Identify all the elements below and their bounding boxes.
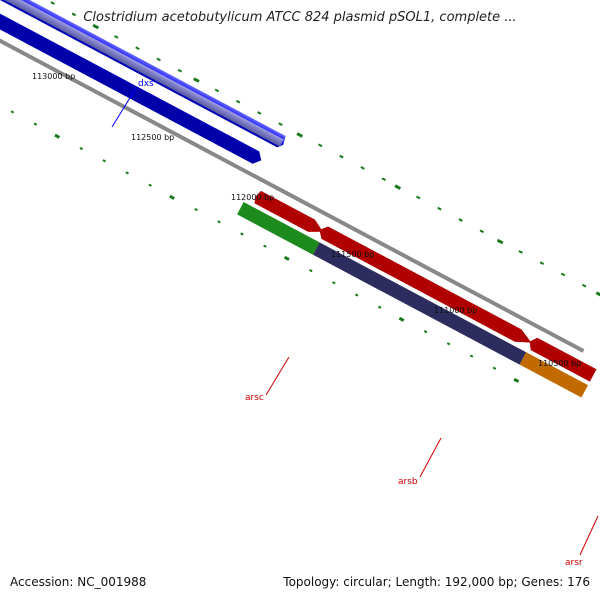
tick-mark <box>50 1 55 5</box>
green-feature-bar[interactable] <box>237 202 320 255</box>
tick-mark <box>446 342 451 346</box>
tick-mark <box>54 133 61 139</box>
tick-mark <box>318 143 323 148</box>
tick-mark <box>102 159 107 163</box>
reverse-feature-bar[interactable] <box>0 0 284 147</box>
scale-tick-label: 113000 bp <box>32 72 75 81</box>
tick-mark <box>114 35 119 39</box>
map-title: Clostridium acetobutylicum ATCC 824 plas… <box>83 10 517 25</box>
tick-mark <box>560 272 566 277</box>
tick-mark <box>518 250 523 254</box>
gene-label-dxs[interactable]: dxs <box>138 79 154 89</box>
arsr-gene-arrow[interactable] <box>526 335 597 382</box>
arsr-leader-line <box>579 515 599 556</box>
arsb-gene-arrow[interactable] <box>316 224 534 349</box>
tick-mark <box>296 132 304 138</box>
tick-mark <box>33 122 38 126</box>
tick-mark <box>595 291 600 297</box>
gene-label-arsc[interactable]: arsc <box>245 393 264 403</box>
reverse-cds-arrow[interactable] <box>0 1 265 166</box>
tick-mark <box>513 377 520 383</box>
outer-tick-row <box>50 1 600 297</box>
tick-mark <box>125 171 129 175</box>
tick-mark <box>148 183 152 187</box>
scale-tick-label: 111000 bp <box>434 306 477 315</box>
genome-backbone <box>0 20 585 353</box>
arsb-leader-line <box>419 437 442 478</box>
genome-summary-text: Topology: circular; Length: 192,000 bp; … <box>283 575 590 589</box>
inner-tick-row <box>10 110 520 383</box>
tick-mark <box>214 88 220 93</box>
tick-mark <box>582 283 587 288</box>
tick-mark <box>71 12 77 17</box>
tick-mark <box>437 206 442 211</box>
scale-tick-label: 112000 bp <box>231 193 274 202</box>
tick-mark <box>194 207 198 212</box>
scale-tick-label: 112500 bp <box>131 133 174 142</box>
tick-mark <box>169 194 175 200</box>
gene-label-arsr[interactable]: arsr <box>565 558 583 568</box>
arsc-gene-arrow[interactable] <box>253 190 327 238</box>
tick-mark <box>240 232 244 236</box>
tick-mark <box>135 46 140 51</box>
tick-mark <box>177 68 183 73</box>
purple-feature-bar[interactable] <box>313 242 527 365</box>
tick-mark <box>398 316 405 322</box>
orange-feature-bar[interactable] <box>519 352 589 398</box>
accession-text: Accession: NC_001988 <box>10 575 147 589</box>
tick-mark <box>332 281 336 285</box>
tick-mark <box>283 255 290 261</box>
tick-mark <box>492 366 497 370</box>
tick-mark <box>309 269 313 273</box>
gene-label-arsb[interactable]: arsb <box>398 477 418 487</box>
tick-mark <box>458 218 463 222</box>
tick-mark <box>235 99 241 104</box>
scale-tick-label: 110500 bp <box>538 359 581 368</box>
tick-mark <box>381 177 387 181</box>
tick-mark <box>354 293 359 297</box>
tick-mark <box>377 305 382 309</box>
dxs-leader-line <box>111 87 137 128</box>
arsc-leader-line <box>265 356 290 396</box>
tick-mark <box>263 244 267 248</box>
tick-mark <box>394 184 402 190</box>
scale-tick-label: 111500 bp <box>331 250 374 259</box>
tick-mark <box>156 57 161 62</box>
tick-mark <box>79 146 84 151</box>
tick-mark <box>479 229 485 234</box>
tick-mark <box>469 354 474 358</box>
tick-mark <box>257 111 262 115</box>
tick-mark <box>193 77 200 83</box>
tick-mark <box>423 330 428 334</box>
tick-mark <box>496 238 504 245</box>
tick-mark <box>539 261 545 266</box>
tick-mark <box>92 23 100 30</box>
tick-mark <box>217 220 221 224</box>
map-strip <box>0 0 600 398</box>
tick-mark <box>339 154 344 159</box>
tick-mark <box>10 110 15 114</box>
tick-mark <box>416 195 421 200</box>
tick-mark <box>360 166 365 170</box>
tick-mark <box>278 122 283 127</box>
